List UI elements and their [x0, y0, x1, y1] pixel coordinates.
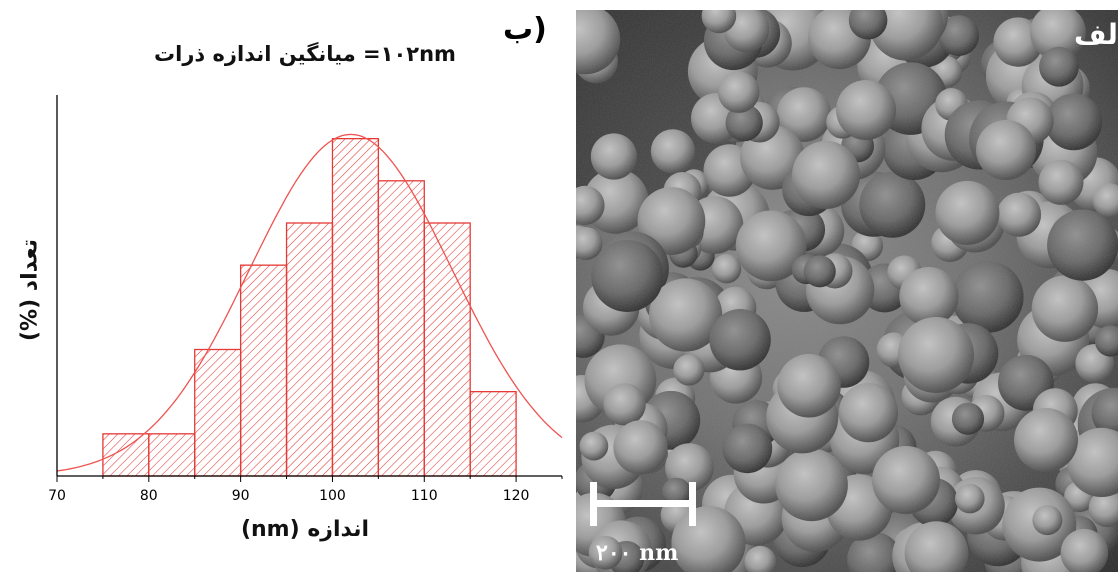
scale-bar — [590, 480, 696, 530]
panel-letter-b: ب) — [503, 12, 547, 47]
histogram-bar-100-105 — [331, 138, 380, 477]
x-tick-label-80: 80 — [140, 488, 158, 504]
x-tick-label-120: 120 — [503, 488, 530, 504]
sem-micrograph — [576, 10, 1118, 572]
histogram-panel: 70 80 90 100 110 120 ب) ۱۰۲nm= میانگین اندازه… — [17, 12, 563, 542]
x-tick-label-90: 90 — [232, 488, 250, 504]
scale-bar-label: ۲۰۰ nm — [596, 540, 679, 566]
x-axis-label: اندازه (nm) — [240, 517, 370, 542]
histogram-bar-80-85 — [148, 433, 196, 477]
histogram-bar-90-95 — [239, 264, 288, 477]
histogram-bar-110-115 — [423, 222, 471, 477]
histogram-bar-115-120 — [469, 391, 517, 477]
normal-fit-curve — [56, 133, 563, 472]
histogram-bar-85-90 — [194, 348, 242, 477]
histogram-bar-75-80 — [102, 433, 150, 477]
x-tick-label-70: 70 — [48, 488, 66, 504]
x-tick-label-110: 110 — [411, 488, 438, 504]
y-axis-label: تعداد (%) — [17, 238, 43, 342]
sem-image-panel: الف) ۲۰۰ nm — [576, 10, 1118, 572]
x-tick-label-100: 100 — [319, 488, 346, 504]
panel-letter-a: الف) — [1074, 18, 1118, 51]
histogram-bar-105-110 — [377, 180, 425, 477]
histogram-bar-95-100 — [285, 222, 334, 477]
chart-title: ۱۰۲nm= میانگین اندازه ذرات — [154, 42, 456, 66]
histogram-chart: 70 80 90 100 110 120 — [48, 95, 563, 504]
